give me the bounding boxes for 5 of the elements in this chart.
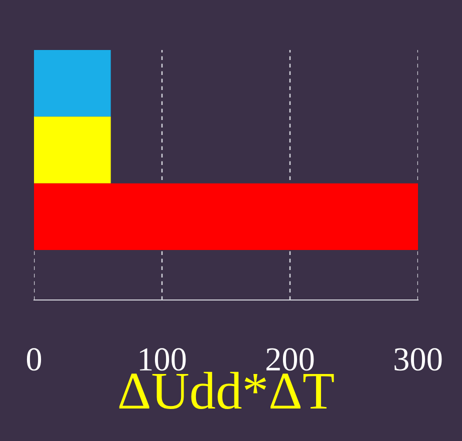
x-tick-label: 200 (266, 348, 314, 371)
x-tick-label: 300 (394, 348, 442, 371)
x-tick-label: 0 (26, 348, 42, 371)
x-axis-title: ΔUdd*ΔT (119, 372, 334, 410)
x-tick-label: 100 (140, 348, 186, 371)
